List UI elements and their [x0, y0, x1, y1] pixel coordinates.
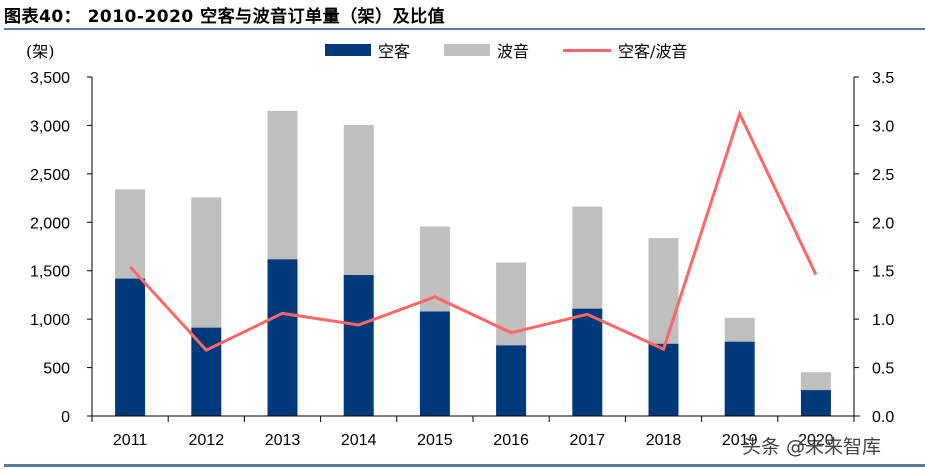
left-tick-label: 3,500	[30, 70, 70, 87]
right-tick-label: 3.0	[872, 118, 894, 135]
left-tick-label: 3,000	[30, 118, 70, 135]
bar-boeing	[191, 197, 222, 328]
x-tick-label: 2014	[341, 432, 377, 449]
legend-swatch-airbus	[325, 44, 371, 56]
bar-boeing	[648, 238, 679, 344]
legend-item-ratio: 空客/波音	[563, 38, 687, 62]
x-tick-label: 2012	[189, 432, 225, 449]
legend-label: 空客/波音	[618, 42, 688, 61]
legend-swatch-boeing	[444, 44, 491, 56]
left-axis-unit: (架)	[26, 42, 55, 61]
bar-boeing	[419, 226, 450, 312]
bar-airbus	[115, 278, 146, 416]
bar-boeing	[724, 317, 755, 342]
bar-airbus	[800, 390, 831, 416]
x-tick-label: 2013	[265, 432, 301, 449]
bar-airbus	[572, 308, 603, 416]
bar-boeing	[343, 124, 374, 275]
left-tick-label: 1,500	[30, 264, 70, 281]
x-tick-label: 2020	[798, 432, 834, 449]
left-tick-label: 0	[61, 409, 70, 426]
right-tick-label: 2.5	[872, 167, 894, 184]
x-tick-label: 2016	[493, 432, 529, 449]
left-tick-label: 2,500	[30, 167, 70, 184]
left-tick-label: 1,000	[30, 312, 70, 329]
legend-swatch-ratio	[563, 48, 612, 52]
right-tick-label: 0.0	[872, 409, 894, 426]
x-tick-label: 2017	[570, 432, 606, 449]
bar-airbus	[191, 327, 222, 416]
legend-label: 波音	[497, 42, 530, 61]
bar-airbus	[724, 341, 755, 416]
right-tick-label: 1.0	[872, 312, 894, 329]
bar-airbus	[267, 259, 298, 416]
bar-boeing	[115, 189, 146, 279]
ratio-line	[128, 109, 818, 352]
watermark: 头条 @未来智库	[742, 436, 882, 458]
left-tick-label: 2,000	[30, 215, 70, 232]
x-tick-label: 2019	[722, 432, 758, 449]
x-tick-label: 2011	[113, 432, 148, 449]
bottom-rule	[4, 464, 925, 467]
bar-airbus	[648, 343, 679, 416]
chart-legend: 空客 波音 空客/波音	[325, 38, 707, 62]
bar-airbus	[419, 311, 450, 416]
right-tick-label: 3.5	[872, 70, 894, 87]
title-underline	[4, 28, 925, 30]
bar-boeing	[800, 372, 831, 391]
bar-boeing	[572, 206, 603, 309]
x-tick-label: 2018	[646, 432, 682, 449]
legend-item-boeing: 波音	[444, 38, 529, 62]
left-tick-label: 500	[43, 361, 70, 378]
bar-airbus	[496, 345, 527, 416]
chart-title: 图表40： 2010-2020 空客与波音订单量（架）及比值	[4, 7, 446, 27]
bar-boeing	[267, 110, 298, 260]
legend-label: 空客	[378, 42, 411, 61]
right-tick-label: 0.5	[872, 361, 894, 378]
legend-item-airbus: 空客	[325, 38, 410, 62]
right-tick-label: 2.0	[872, 215, 894, 232]
bar-airbus	[343, 274, 374, 416]
x-tick-label: 2015	[417, 432, 453, 449]
right-tick-label: 1.5	[872, 264, 894, 281]
